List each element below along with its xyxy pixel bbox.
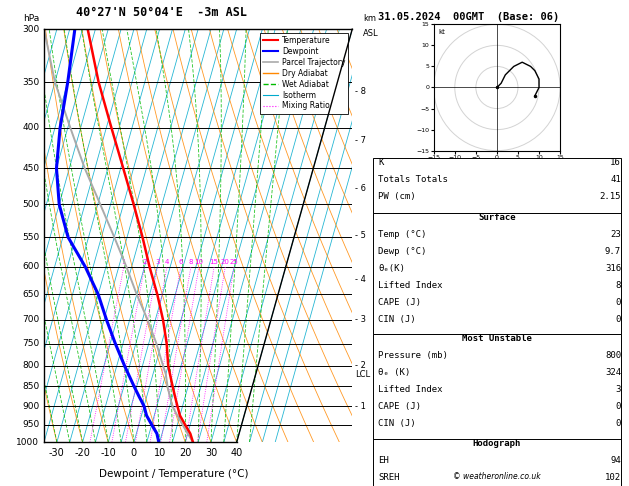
Text: CIN (J): CIN (J): [378, 315, 416, 324]
Text: -10: -10: [101, 449, 116, 458]
Text: 0: 0: [616, 315, 621, 324]
Text: 900: 900: [22, 401, 40, 411]
Text: 324: 324: [605, 368, 621, 378]
Text: - 1: - 1: [355, 401, 366, 411]
Text: 6: 6: [179, 260, 183, 265]
Text: Most Unstable: Most Unstable: [462, 334, 532, 344]
Text: Temp (°C): Temp (°C): [378, 230, 426, 239]
Text: - 2: - 2: [355, 361, 366, 370]
Text: θₑ(K): θₑ(K): [378, 264, 405, 273]
Text: Surface: Surface: [478, 213, 516, 222]
Text: 300: 300: [22, 25, 40, 34]
Text: 1: 1: [121, 260, 126, 265]
Text: © weatheronline.co.uk: © weatheronline.co.uk: [453, 472, 541, 481]
Text: 450: 450: [22, 164, 40, 173]
Text: 850: 850: [22, 382, 40, 391]
Text: 40°27'N 50°04'E  -3m ASL: 40°27'N 50°04'E -3m ASL: [75, 6, 247, 19]
Bar: [373, 334, 621, 456]
Bar: [373, 213, 621, 334]
Text: - 7: - 7: [355, 136, 366, 145]
Text: 10: 10: [194, 260, 203, 265]
Text: 41: 41: [610, 175, 621, 184]
Text: 750: 750: [22, 339, 40, 348]
Text: Hodograph: Hodograph: [473, 439, 521, 448]
Text: Lifted Index: Lifted Index: [378, 281, 443, 290]
Text: 25: 25: [230, 260, 238, 265]
Text: 650: 650: [22, 290, 40, 299]
Text: -20: -20: [75, 449, 91, 458]
Text: 0: 0: [616, 419, 621, 429]
Text: θₑ (K): θₑ (K): [378, 368, 410, 378]
Text: 400: 400: [22, 123, 40, 132]
Text: ASL: ASL: [363, 29, 379, 38]
Legend: Temperature, Dewpoint, Parcel Trajectory, Dry Adiabat, Wet Adiabat, Isotherm, Mi: Temperature, Dewpoint, Parcel Trajectory…: [260, 33, 348, 114]
Text: -30: -30: [49, 449, 65, 458]
Text: km: km: [363, 14, 376, 23]
Text: 600: 600: [22, 262, 40, 272]
Text: K: K: [378, 158, 384, 167]
Text: - 6: - 6: [355, 185, 366, 193]
Text: 500: 500: [22, 200, 40, 209]
Text: 31.05.2024  00GMT  (Base: 06): 31.05.2024 00GMT (Base: 06): [378, 12, 559, 22]
Text: SREH: SREH: [378, 473, 399, 482]
Text: Pressure (mb): Pressure (mb): [378, 351, 448, 361]
Text: LCL: LCL: [355, 370, 370, 379]
Bar: [373, 439, 621, 486]
Text: 40: 40: [231, 449, 243, 458]
Text: Lifted Index: Lifted Index: [378, 385, 443, 395]
Text: 950: 950: [22, 420, 40, 429]
Text: 8: 8: [189, 260, 193, 265]
Text: 20: 20: [179, 449, 191, 458]
Bar: [373, 158, 621, 213]
Text: 350: 350: [22, 78, 40, 87]
Text: 1000: 1000: [16, 438, 40, 447]
Text: 8: 8: [616, 281, 621, 290]
Text: CAPE (J): CAPE (J): [378, 402, 421, 412]
Text: 800: 800: [22, 361, 40, 370]
Text: 30: 30: [205, 449, 217, 458]
Text: EH: EH: [378, 456, 389, 465]
Text: - 8: - 8: [355, 87, 366, 96]
Text: 0: 0: [616, 298, 621, 307]
Text: 9.7: 9.7: [605, 247, 621, 256]
Text: Totals Totals: Totals Totals: [378, 175, 448, 184]
Text: - 4: - 4: [355, 275, 366, 284]
Text: 0: 0: [131, 449, 137, 458]
Text: Dewp (°C): Dewp (°C): [378, 247, 426, 256]
Text: 15: 15: [209, 260, 218, 265]
Text: 23: 23: [610, 230, 621, 239]
Text: CIN (J): CIN (J): [378, 419, 416, 429]
Text: 2: 2: [142, 260, 147, 265]
Text: 102: 102: [605, 473, 621, 482]
Text: 16: 16: [610, 158, 621, 167]
Text: 550: 550: [22, 233, 40, 242]
Text: 3: 3: [616, 385, 621, 395]
Text: 316: 316: [605, 264, 621, 273]
Text: 20: 20: [221, 260, 230, 265]
Text: CAPE (J): CAPE (J): [378, 298, 421, 307]
Text: Mixing Ratio (g/kg): Mixing Ratio (g/kg): [383, 196, 392, 276]
Text: 94: 94: [610, 456, 621, 465]
Text: - 5: - 5: [355, 231, 366, 241]
Text: PW (cm): PW (cm): [378, 192, 416, 201]
Text: Dewpoint / Temperature (°C): Dewpoint / Temperature (°C): [99, 469, 248, 479]
Text: hPa: hPa: [23, 14, 40, 23]
Text: 0: 0: [616, 402, 621, 412]
Text: 4: 4: [165, 260, 169, 265]
Text: 800: 800: [605, 351, 621, 361]
Text: 3: 3: [155, 260, 160, 265]
Text: 700: 700: [22, 315, 40, 324]
Text: - 3: - 3: [355, 315, 366, 324]
Text: 10: 10: [153, 449, 165, 458]
Text: 2.15: 2.15: [599, 192, 621, 201]
